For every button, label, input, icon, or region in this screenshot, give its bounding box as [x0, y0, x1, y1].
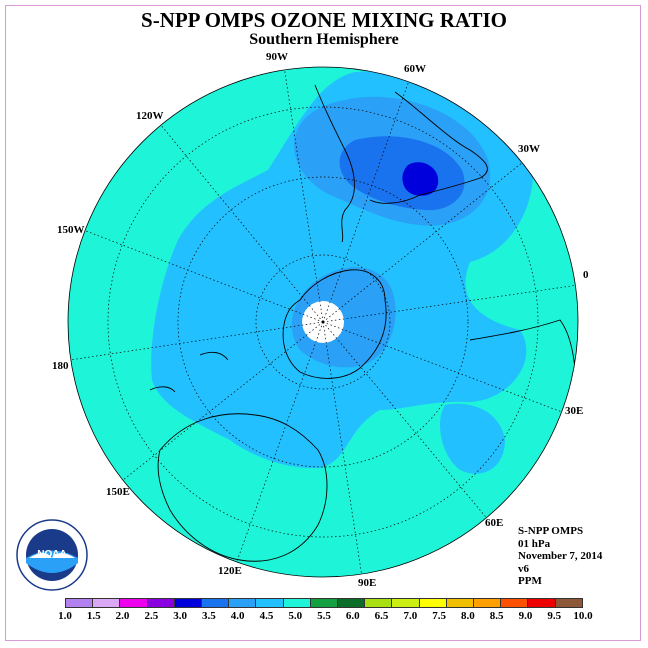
product-info: S-NPP OMPS 01 hPa November 7, 2014 v6 PP… [518, 525, 602, 588]
lon-label-0: 0 [583, 269, 589, 281]
colorbar-tick-label: 4.5 [259, 610, 274, 622]
colorbar-tick-label: 3.5 [202, 610, 216, 622]
colorbar-swatch [474, 599, 502, 607]
noaa-logo: NOAA [15, 518, 90, 593]
ozone-region-4-5-b [440, 403, 505, 474]
lon-label-30w: 30W [518, 143, 540, 155]
colorbar-swatch [202, 599, 230, 607]
map-subtitle: Southern Hemisphere [249, 31, 399, 48]
colorbar-swatch [555, 599, 582, 607]
map-title: S-NPP OMPS OZONE MIXING RATIO [141, 8, 507, 32]
coast-australia [157, 413, 328, 562]
lon-label-150e: 150E [106, 486, 130, 498]
colorbar-tick-label: 6.5 [374, 610, 389, 622]
lon-label-30e: 30E [565, 405, 584, 417]
colorbar-swatch [528, 599, 556, 607]
pressure-level-label: 01 hPa [518, 537, 551, 550]
map-boundary [67, 66, 579, 578]
colorbar-tick-label: 3.0 [173, 610, 187, 622]
colorbar-swatch [446, 599, 475, 607]
colorbar-tick-label: 7.5 [432, 610, 446, 622]
colorbar-swatch [120, 599, 148, 607]
colorbar-swatch [310, 599, 339, 607]
south-pole-marker [321, 320, 325, 324]
lon-label-90w: 90W [266, 51, 288, 63]
colorbar-swatch [174, 599, 203, 607]
lon-label-180: 180 [52, 360, 69, 372]
colorbar-tick-label: 2.5 [144, 610, 159, 622]
lon-label-60w: 60W [404, 63, 426, 75]
colorbar-swatch [147, 599, 175, 607]
colorbar-swatch [256, 599, 284, 607]
lon-label-120e: 120E [218, 565, 242, 577]
colorbar-tick-label: 8.5 [489, 610, 504, 622]
colorbar-tick-label: 1.5 [86, 610, 101, 622]
version-label: v6 [518, 562, 529, 575]
lon-label-120w: 120W [136, 110, 164, 122]
figure-frame [5, 5, 641, 641]
colorbar [65, 598, 583, 608]
colorbar-tick-label: 8.0 [461, 610, 475, 622]
units-label: PPM [518, 575, 542, 587]
colorbar-swatch [392, 599, 420, 607]
coast-antarctica [282, 269, 387, 379]
date-label: November 7, 2014 [518, 550, 603, 562]
coast-south-america [314, 84, 488, 243]
coast-new-zealand [149, 351, 229, 393]
colorbar-tick-label: 1.0 [58, 610, 72, 622]
colorbar-tick-label: 7.0 [403, 610, 418, 622]
lon-label-60e: 60E [485, 517, 504, 529]
colorbar-tick-label: 2.0 [115, 610, 130, 622]
lon-label-90e: 90E [358, 577, 377, 589]
colorbar-swatch [338, 599, 366, 607]
colorbar-swatch [501, 599, 529, 607]
colorbar-tick-label: 9.5 [547, 610, 562, 622]
colorbar-swatch [66, 599, 94, 607]
colorbar-tick-label: 5.0 [288, 610, 303, 622]
colorbar-tick-label: 9.0 [518, 610, 533, 622]
colorbar-swatch [93, 599, 121, 607]
colorbar-tick-label: 6.0 [345, 610, 360, 622]
lon-label-150w: 150W [57, 224, 85, 236]
colorbar-swatch [365, 599, 393, 607]
ozone-region-3-0 [402, 162, 439, 196]
colorbar-swatch [283, 599, 311, 607]
colorbar-swatch [229, 599, 257, 607]
colorbar-ticks: 1.0 1.5 2.0 2.5 3.0 3.5 4.0 4.5 5.0 5.5 6.0 6.5 7.0 7… [0, 610, 648, 624]
colorbar-tick-label: 5.5 [317, 610, 331, 622]
instrument-label: S-NPP OMPS [518, 525, 584, 537]
colorbar-tick-label: 10.0 [573, 610, 593, 622]
colorbar-tick-label: 4.0 [230, 610, 245, 622]
colorbar-swatch [419, 599, 447, 607]
noaa-logo-text: NOAA [37, 549, 66, 560]
